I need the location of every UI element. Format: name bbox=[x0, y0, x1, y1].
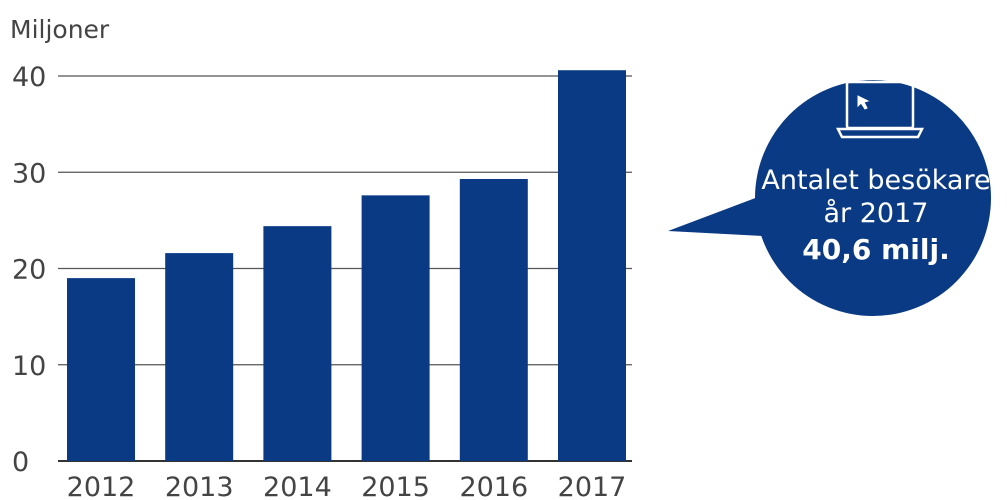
x-tick-label: 2017 bbox=[558, 472, 627, 500]
x-tick-label: 2013 bbox=[165, 472, 234, 500]
bar-2012 bbox=[67, 278, 135, 461]
y-tick-label: 30 bbox=[12, 158, 46, 189]
callout-title: Antalet besökare bbox=[761, 165, 990, 196]
bar-2016 bbox=[459, 178, 528, 462]
callout-circle bbox=[755, 80, 991, 316]
bars bbox=[67, 70, 626, 462]
y-tick-label: 20 bbox=[12, 255, 46, 286]
gridlines bbox=[58, 75, 632, 462]
bar-2015 bbox=[361, 195, 430, 461]
callout-year: år 2017 bbox=[824, 198, 929, 229]
callout-value: 40,6 milj. bbox=[802, 233, 949, 266]
y-tick-label: 0 bbox=[12, 447, 29, 478]
bar-2017 bbox=[558, 70, 626, 461]
y-tick-labels: 0 10 20 30 40 bbox=[12, 62, 46, 478]
bar-2014 bbox=[263, 226, 332, 461]
x-tick-label: 2015 bbox=[361, 472, 430, 500]
x-tick-labels: 2012 2013 2014 2015 2016 2017 bbox=[67, 472, 627, 500]
bar-2013 bbox=[165, 253, 234, 461]
callout-bubble: Antalet besökare år 2017 40,6 milj. bbox=[668, 80, 991, 316]
x-tick-label: 2012 bbox=[67, 472, 136, 500]
y-tick-label: 10 bbox=[12, 351, 46, 382]
laptop-icon bbox=[835, 80, 925, 139]
y-axis-label: Miljoner bbox=[10, 15, 110, 44]
y-tick-label: 40 bbox=[12, 62, 46, 93]
x-tick-label: 2016 bbox=[459, 472, 528, 500]
x-tick-label: 2014 bbox=[263, 472, 332, 500]
